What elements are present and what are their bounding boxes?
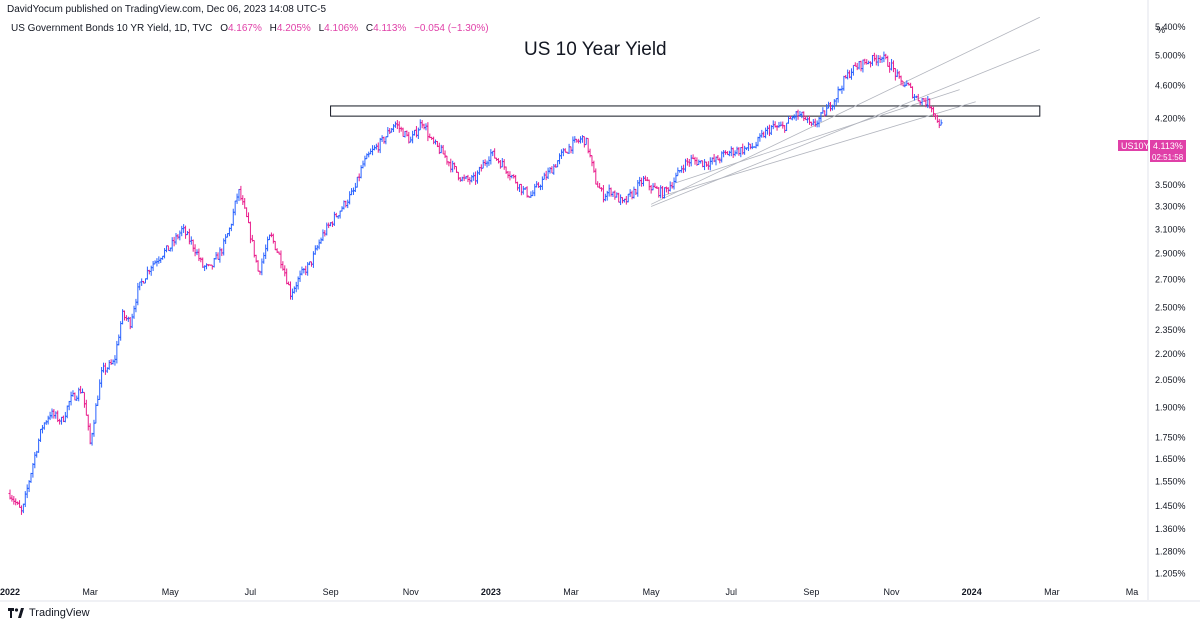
y-tick-label: 2.900% — [1155, 249, 1186, 259]
channel-line — [675, 89, 960, 184]
price-bars — [8, 51, 943, 515]
change-value: −0.054 (−1.30%) — [414, 23, 489, 34]
y-tick-label: 3.300% — [1155, 202, 1186, 212]
price-tag-price-bg — [1150, 140, 1186, 151]
channel-line — [650, 49, 1040, 207]
y-tick-label: 1.360% — [1155, 524, 1186, 534]
high-label: H — [269, 23, 277, 34]
open-value: 4.167% — [227, 23, 262, 34]
x-tick-label: Mar — [1044, 587, 1060, 597]
publisher-line: DavidYocum published on TradingView.com,… — [7, 4, 327, 15]
resistance-zone — [330, 105, 1041, 117]
x-tick-label: 2023 — [481, 587, 501, 597]
x-tick-label: Sep — [323, 587, 339, 597]
price-tag-countdown: 02:51:58 — [1152, 153, 1184, 162]
x-tick-label: Jul — [245, 587, 257, 597]
symbol-legend: US Government Bonds 10 YR Yield, 1D, TVC… — [11, 23, 489, 34]
chart-title: US 10 Year Yield — [524, 39, 667, 60]
x-tick-label: May — [162, 587, 180, 597]
y-tick-label: 5.400% — [1155, 22, 1186, 32]
open-label: O — [220, 23, 228, 34]
time-axis[interactable]: 2022 Mar May Jul Sep Nov 2023 Mar May Jul Sep Nov 20… — [0, 587, 1138, 597]
symbol-description[interactable]: US Government Bonds 10 YR Yield, 1D, TVC — [11, 23, 213, 34]
y-tick-label: 2.350% — [1155, 325, 1186, 335]
price-tag-symbol-bg — [1118, 140, 1148, 151]
x-tick-label: May — [643, 587, 661, 597]
y-tick-label: 4.600% — [1155, 81, 1186, 91]
y-tick-label: 3.100% — [1155, 224, 1186, 234]
branding-label: TradingView — [29, 607, 90, 619]
tradingview-logo-icon — [8, 608, 24, 618]
x-tick-label: Jul — [726, 587, 738, 597]
y-tick-label: 4.200% — [1155, 114, 1186, 124]
x-tick-label: 2024 — [962, 587, 982, 597]
price-axis[interactable]: 5.400%5.000%4.600%4.200%3.800%3.500%3.30… — [1155, 22, 1186, 578]
x-tick-label: Mar — [563, 587, 579, 597]
drawings[interactable] — [330, 16, 1041, 207]
y-tick-label: 1.550% — [1155, 477, 1186, 487]
y-tick-label: 2.500% — [1155, 303, 1186, 313]
y-tick-label: 3.500% — [1155, 180, 1186, 190]
high-value: 4.205% — [276, 23, 311, 34]
y-tick-label: 2.700% — [1155, 275, 1186, 285]
x-tick-label: Sep — [803, 587, 819, 597]
price-tag-symbol: US10Y — [1121, 141, 1150, 151]
low-label: L — [318, 23, 325, 34]
close-label: C — [365, 23, 374, 34]
price-tag-price: 4.113% — [1153, 141, 1183, 151]
y-tick-label: 2.050% — [1155, 375, 1186, 385]
grid — [0, 0, 1200, 602]
x-tick-label: 2022 — [0, 587, 20, 597]
y-tick-label: 1.280% — [1155, 546, 1186, 556]
channel-line — [663, 101, 976, 197]
y-tick-label: 1.650% — [1155, 454, 1186, 464]
x-tick-label: Nov — [884, 587, 901, 597]
y-tick-label: 1.900% — [1155, 402, 1186, 412]
x-tick-label: Nov — [403, 587, 420, 597]
close-value: 4.113% — [373, 23, 407, 34]
price-axis-unit[interactable]: % — [1157, 25, 1166, 35]
y-tick-label: 2.200% — [1155, 349, 1186, 359]
y-tick-label: 1.450% — [1155, 501, 1186, 511]
y-tick-label: 5.000% — [1155, 50, 1186, 60]
x-tick-label: Mar — [82, 587, 98, 597]
y-tick-label: 1.205% — [1155, 568, 1186, 578]
x-tick-label: Ma — [1126, 587, 1139, 597]
price-tag-countdown-bg — [1150, 151, 1186, 162]
y-tick-label: 1.750% — [1155, 432, 1186, 442]
branding-footer[interactable]: TradingView — [8, 607, 90, 619]
low-value: 4.106% — [324, 23, 359, 34]
last-price-tag: US10Y 4.113% 02:51:58 — [1118, 140, 1186, 162]
channel-line — [650, 16, 1040, 205]
